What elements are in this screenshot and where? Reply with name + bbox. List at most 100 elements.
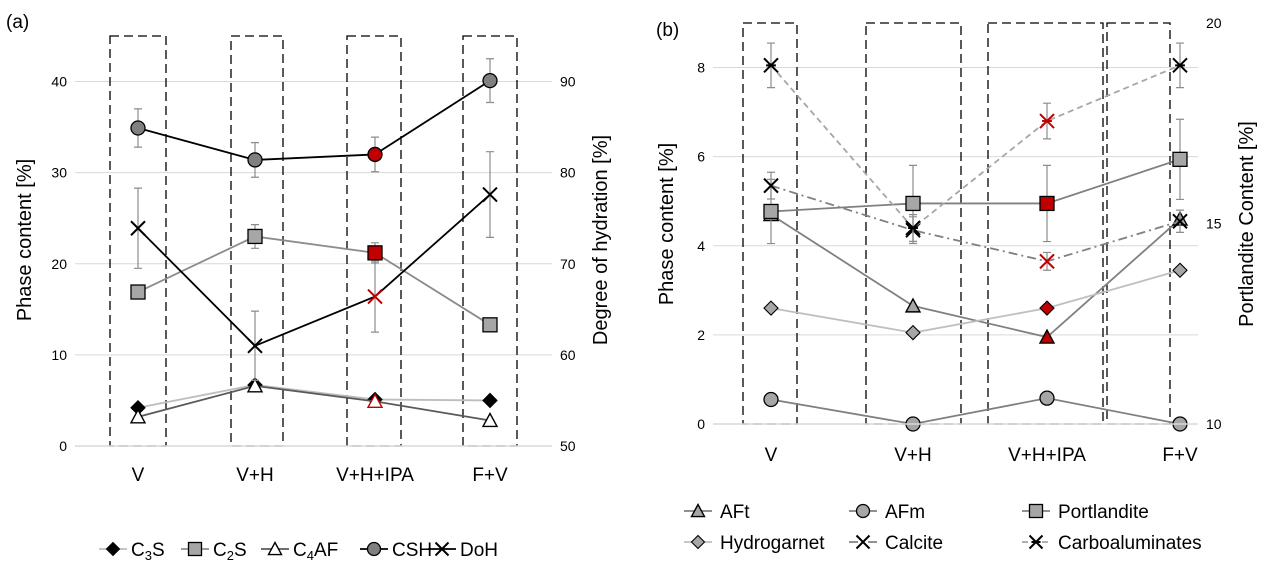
x-category-label: F+V [1162, 445, 1198, 466]
x-category-label: V+H+IPA [1008, 445, 1086, 466]
legend-marker [187, 541, 203, 557]
y-tick-label: 8 [697, 60, 705, 76]
series-line [137, 235, 491, 326]
legend-label: DoH [460, 540, 498, 561]
x-category-label: V+H [236, 465, 274, 486]
legend-label-base: C [131, 540, 145, 561]
series-line [137, 384, 491, 409]
panel-a-series [129, 58, 499, 428]
data-point-doh [367, 288, 383, 305]
data-point-c2s [130, 284, 146, 300]
panel-b-gridlines [713, 67, 1198, 336]
legend-marker [1028, 534, 1044, 550]
data-point-afm [763, 391, 779, 408]
data-point-hydrogarnet [1172, 262, 1188, 279]
panel-b-y2-axis-label: Portlandite Content [%] [1236, 121, 1258, 327]
legend-label: C2S [213, 540, 247, 562]
category-box [742, 22, 798, 425]
legend-entry-hydrogarnet: Hydrogarnet [684, 533, 825, 554]
legend-label: C4AF [293, 540, 338, 562]
y2-tick-label: 10 [1206, 416, 1222, 432]
panel-a-legend: C3S C2S C4AF CSH DoH [99, 540, 498, 562]
y2-tick-label: 60 [560, 347, 576, 363]
category-box [987, 22, 1104, 425]
data-point-carboaluminates [1172, 57, 1188, 74]
series-line [770, 397, 1181, 425]
legend-label: AFt [720, 502, 750, 523]
series-aft [762, 206, 1189, 344]
legend-marker [434, 541, 450, 557]
data-point-c4af [246, 377, 264, 393]
series-line [137, 79, 491, 161]
y-tick-label: 30 [51, 165, 67, 181]
y-tick-label: 40 [51, 74, 67, 90]
legend-marker [855, 503, 871, 519]
series-line [770, 184, 1181, 263]
data-point-doh [247, 338, 263, 354]
legend-entry-calcite: Calcite [849, 533, 943, 554]
series-calcite [763, 171, 1188, 271]
data-point-carboaluminates [1039, 113, 1055, 129]
data-point-calcite [763, 177, 779, 194]
series-line [770, 213, 1181, 339]
panel-a-chart: 0 10 20 30 40 50 60 70 80 90 V V+H V+H+IPA F+V Phase … [14, 35, 612, 562]
legend-entry-csh: CSH [360, 540, 432, 561]
legend-marker [267, 541, 283, 556]
data-point-hydrogarnet [763, 300, 779, 316]
panel-b-y-axis-label: Phase content [%] [656, 143, 678, 305]
y2-tick-label: 20 [1206, 15, 1222, 31]
legend-label-subscript: 3 [145, 548, 152, 562]
data-point-csh [482, 72, 498, 89]
series-portlandite [763, 118, 1188, 245]
y2-tick-label: 50 [560, 438, 576, 454]
panel-b-axes: 0 2 4 6 8 10 15 20 V V+H V+H+IPA F+V [697, 15, 1222, 466]
data-point-carboaluminates [763, 57, 779, 74]
panel-b-dashed-boxes [742, 22, 1171, 425]
legend-marker [690, 503, 706, 518]
data-point-hydrogarnet [905, 324, 921, 341]
series-c3s [130, 377, 498, 416]
data-point-aft [1038, 328, 1056, 344]
legend-entry-aft: AFt [684, 502, 750, 523]
data-point-afm [1039, 390, 1055, 406]
legend-label-base: CSH [392, 540, 432, 561]
panel-b-chart: 0 2 4 6 8 10 15 20 V V+H V+H+IPA F+V Phase content … [656, 15, 1258, 554]
legend-label-base: DoH [460, 540, 498, 561]
series-carboaluminates [763, 42, 1188, 242]
legend-marker [105, 541, 121, 557]
legend-entry-c3s: C3S [99, 540, 165, 562]
panel-a-axes: 0 10 20 30 40 50 60 70 80 90 V V+H V+H+IPA F+V [51, 74, 575, 486]
legend-label: C3S [131, 540, 165, 562]
data-point-doh [482, 186, 498, 203]
data-point-doh [130, 220, 146, 236]
legend-marker [855, 534, 871, 550]
series-line [137, 384, 491, 422]
series-line [770, 64, 1181, 230]
x-category-label: V+H [894, 445, 932, 466]
legend-label: CSH [392, 540, 432, 561]
legend-label: Portlandite [1058, 502, 1149, 523]
panel-a-dashed-boxes [109, 35, 518, 447]
y2-tick-label: 90 [560, 74, 576, 90]
y-tick-label: 10 [51, 347, 67, 363]
panel-a-y2-axis-label: Degree of hydration [%] [590, 135, 612, 345]
x-category-label: V+H+IPA [336, 465, 414, 486]
legend-marker [690, 534, 706, 550]
series-line [770, 158, 1181, 213]
data-point-c2s [367, 245, 383, 261]
data-point-calcite [1039, 253, 1055, 270]
legend-label-tail: S [234, 540, 247, 561]
panel-b-legend: AFt AFm Portlandite Hydrogarnet Calcite Carbo… [684, 502, 1202, 554]
legend-marker [1028, 503, 1044, 519]
legend-entry-carboaluminates: Carboaluminates [1022, 533, 1202, 554]
data-point-c2s [247, 228, 263, 245]
legend-label: Carboaluminates [1058, 533, 1202, 554]
data-point-portlandite [905, 195, 921, 212]
y-tick-label: 0 [697, 416, 705, 432]
panel-a-gridlines [75, 81, 552, 356]
data-point-hydrogarnet [1039, 300, 1055, 316]
series-c4af [129, 377, 499, 428]
category-box [1106, 22, 1171, 425]
y2-tick-label: 70 [560, 256, 576, 272]
